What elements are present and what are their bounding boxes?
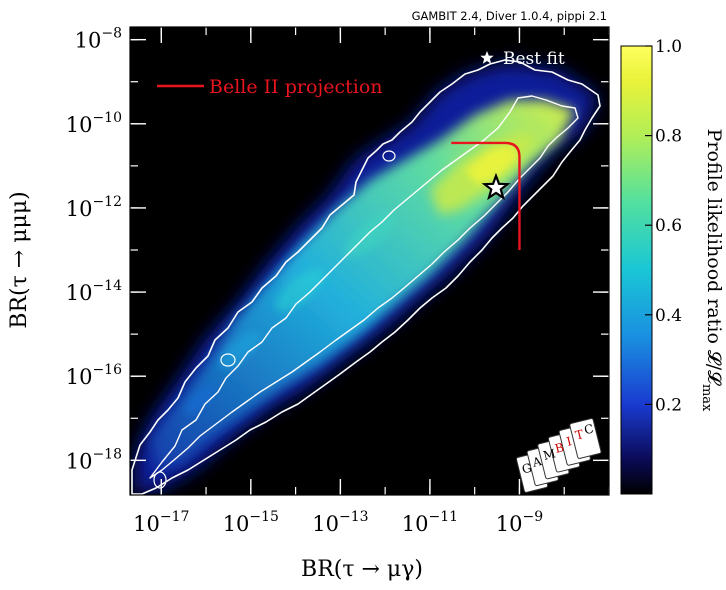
x-tick-exponent: −15 (249, 509, 279, 525)
confidence-contour-outer (131, 59, 601, 495)
svg-text:M: M (542, 446, 557, 463)
software-version-label: GAMBIT 2.4, Diver 1.0.4, pippi 2.1 (412, 9, 607, 23)
y-tick-exponent: −18 (92, 446, 122, 462)
svg-text:B: B (553, 440, 565, 456)
x-tick-base: 10 (223, 512, 250, 536)
colorbar-title-subscript: max (699, 384, 714, 412)
colorbar-ticks: 0.2 0.4 0.6 0.8 1.0 (645, 37, 682, 415)
contour-island (220, 353, 236, 367)
colorbar-tick-label: 1.0 (655, 37, 682, 57)
x-tick-exponent: −17 (160, 509, 190, 525)
likelihood-heatmap (131, 59, 601, 495)
density-patch (344, 212, 396, 258)
x-tick-label: 10−15 (223, 509, 279, 536)
peak-region (465, 145, 518, 185)
best-fit-star-icon (481, 172, 511, 201)
y-tick-base: 10 (66, 197, 93, 221)
y-tick-label: 10−14 (66, 278, 122, 305)
plot-frame (129, 26, 610, 496)
y-tick-exponent: −14 (92, 278, 122, 294)
y-tick-base: 10 (75, 29, 102, 53)
y-tick-label: 10−12 (66, 194, 122, 221)
y-tick-exponent: −12 (92, 194, 122, 210)
colorbar-title: Profile likelihood ratio 𝓛/𝓛max (699, 129, 725, 412)
contour-island (153, 471, 167, 489)
colorbar-tick-label: 0.4 (655, 306, 682, 326)
y-tick-label: 10−18 (66, 446, 122, 473)
y-axis-title: BR(τ → μμμ) (7, 191, 32, 328)
x-tick-label: 10−11 (402, 509, 458, 536)
colorbar (620, 45, 653, 495)
belle-legend-label: Belle II projection (209, 76, 383, 98)
confidence-contour-inner (149, 95, 579, 479)
colorbar-tick-label: 0.6 (655, 216, 682, 236)
x-tick-label: 10−13 (312, 509, 368, 536)
x-tick-base: 10 (312, 512, 339, 536)
y-tick-label: 10−10 (66, 110, 122, 137)
x-tick-base: 10 (133, 512, 160, 536)
y-tick-base: 10 (66, 281, 93, 305)
y-tick-base: 10 (66, 365, 93, 389)
best-fit: Best fit (480, 49, 565, 201)
svg-text:C: C (583, 421, 595, 437)
belle-projection: Belle II projection (157, 76, 521, 251)
x-axis: 10−17 10−15 10−13 10−11 10−9 (133, 27, 610, 536)
colorbar-tick-label: 0.2 (655, 395, 682, 415)
density-patch (219, 331, 261, 369)
best-fit-legend-star-icon (480, 51, 494, 64)
gambit-logo: G A M B I T C (515, 418, 602, 493)
svg-text:I: I (565, 434, 573, 449)
x-axis-title: BR(τ → μγ) (301, 557, 423, 582)
x-tick-exponent: −13 (339, 509, 369, 525)
y-tick-label: 10−8 (75, 26, 122, 53)
svg-text:G: G (520, 461, 533, 477)
colorbar-tick-label: 0.8 (655, 127, 682, 147)
contour-island (382, 150, 396, 162)
density-patch (184, 385, 216, 415)
y-tick-exponent: −10 (92, 110, 122, 126)
y-tick-exponent: −8 (101, 26, 122, 42)
svg-text:T: T (574, 427, 585, 443)
best-fit-legend-label: Best fit (503, 49, 565, 69)
x-tick-label: 10−9 (496, 509, 543, 536)
density-patch (275, 268, 325, 312)
y-tick-base: 10 (66, 449, 93, 473)
svg-text:A: A (530, 454, 543, 470)
x-tick-base: 10 (402, 512, 429, 536)
x-tick-label: 10−17 (133, 509, 189, 536)
y-tick-label: 10−16 (66, 362, 122, 389)
x-tick-exponent: −11 (429, 509, 459, 525)
x-tick-base: 10 (496, 512, 523, 536)
y-tick-exponent: −16 (92, 362, 122, 378)
x-tick-exponent: −9 (523, 509, 544, 525)
y-tick-base: 10 (66, 113, 93, 137)
belle-projection-line (451, 141, 521, 251)
